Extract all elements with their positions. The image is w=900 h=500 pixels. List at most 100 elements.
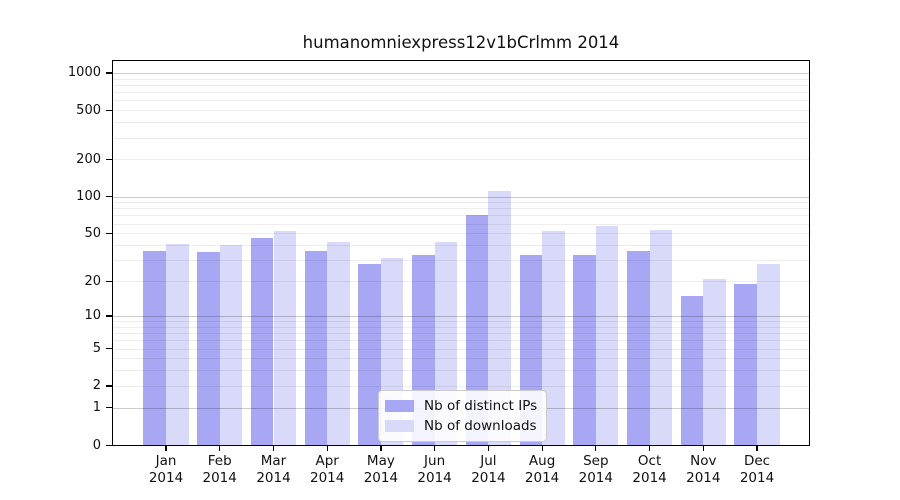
legend-label-distinct-ips: Nb of distinct IPs [424, 398, 538, 414]
y-tick [106, 109, 112, 111]
bar-nb-of-downloads-jul [488, 191, 511, 445]
x-tick [541, 445, 543, 451]
x-tick [380, 445, 382, 451]
y-gridline-minor [113, 208, 809, 210]
y-gridline-minor [113, 385, 809, 387]
x-tick-label-sep: Sep 2014 [578, 453, 613, 486]
y-tick [106, 158, 112, 161]
y-gridline-minor [113, 202, 809, 204]
x-tick-label-oct: Oct 2014 [632, 453, 667, 486]
bar-nb-of-distinct-ips-sep [573, 255, 596, 445]
y-tick-label: 10 [84, 308, 101, 324]
x-tick [595, 445, 597, 451]
y-gridline-major [113, 72, 809, 74]
y-gridline-minor [113, 348, 809, 350]
y-gridline-major [113, 196, 809, 198]
x-tick [756, 445, 758, 451]
x-tick-label-jan: Jan 2014 [148, 453, 184, 486]
x-tick [434, 445, 436, 451]
legend-label-downloads: Nb of downloads [424, 418, 537, 434]
y-tick-label: 0 [92, 437, 101, 453]
y-tick-label: 200 [76, 151, 101, 167]
y-gridline-minor [113, 100, 809, 102]
y-gridline-minor [113, 84, 809, 86]
x-tick-label-feb: Feb 2014 [202, 453, 237, 486]
y-tick-label: 20 [84, 273, 101, 289]
bar-nb-of-downloads-oct [649, 230, 673, 445]
bar-nb-of-downloads-mar [273, 231, 297, 445]
y-tick-label: 5 [92, 341, 101, 356]
y-gridline-minor [113, 223, 809, 225]
distinct-ips-swatch-icon [385, 400, 414, 412]
y-gridline-minor [113, 215, 809, 217]
y-tick [106, 280, 112, 282]
y-tick-label: 1 [92, 400, 101, 416]
y-tick [106, 407, 112, 409]
y-tick-label: 1000 [67, 65, 101, 81]
bar-nb-of-distinct-ips-nov [680, 295, 704, 445]
bar-nb-of-downloads-feb [219, 245, 243, 445]
bar-nb-of-distinct-ips-feb [197, 252, 220, 445]
y-gridline-minor [113, 340, 809, 342]
x-tick-label-may: May 2014 [363, 453, 399, 486]
y-gridline-minor [113, 122, 809, 124]
x-tick [272, 445, 275, 451]
x-tick [649, 445, 651, 451]
y-tick-label: 500 [76, 102, 101, 118]
legend-item-distinct-ips: Nb of distinct IPs [385, 396, 537, 416]
y-tick-label: 100 [76, 189, 101, 204]
y-gridline-minor [113, 358, 809, 360]
bar-nb-of-downloads-jan [166, 243, 189, 445]
y-tick [106, 385, 112, 387]
legend-item-downloads: Nb of downloads [385, 416, 537, 436]
y-gridline-minor [113, 326, 809, 328]
downloads-swatch-icon [385, 420, 414, 432]
x-tick-label-mar: Mar 2014 [256, 453, 291, 486]
plot-area: Nb of distinct IPs Nb of downloads 0 1 2 5 1… [68, 60, 810, 486]
x-tick-label-jun: Jun 2014 [417, 453, 452, 486]
x-tick-label-apr: Apr 2014 [310, 453, 345, 486]
bar-nb-of-distinct-ips-apr [304, 250, 328, 445]
y-tick [106, 444, 112, 446]
x-tick-label-dec: Dec 2014 [739, 453, 775, 486]
legend: Nb of distinct IPs Nb of downloads [378, 390, 548, 442]
y-tick-label: 50 [84, 225, 101, 241]
bar-nb-of-downloads-apr [327, 242, 350, 445]
x-tick [219, 445, 221, 451]
bar-nb-of-distinct-ips-mar [250, 237, 274, 445]
y-gridline-minor [113, 110, 809, 112]
bar-nb-of-downloads-sep [595, 226, 619, 445]
x-tick [326, 445, 328, 451]
x-tick-label-jul: Jul 2014 [471, 453, 506, 486]
chart-title: humanomniexpress12v1bCrlmm 2014 [302, 33, 620, 52]
bar-nb-of-downloads-nov [703, 278, 726, 445]
y-tick [106, 196, 112, 198]
bar-nb-of-distinct-ips-dec [734, 283, 757, 445]
bar-nb-of-distinct-ips-oct [627, 250, 650, 445]
y-gridline-minor [113, 260, 809, 262]
x-tick-label-aug: Aug 2014 [524, 453, 560, 486]
grid-layer [113, 61, 809, 445]
bar-nb-of-downloads-dec [757, 263, 780, 445]
y-tick [106, 348, 112, 350]
x-tick [702, 445, 704, 451]
y-gridline-minor [113, 370, 809, 372]
y-gridline-minor [113, 137, 809, 139]
y-tick [106, 315, 112, 317]
y-tick [106, 232, 112, 235]
y-gridline-major [113, 315, 809, 317]
bar-nb-of-distinct-ips-jul [465, 215, 489, 445]
x-tick-label-nov: Nov 2014 [686, 453, 721, 486]
y-gridline-minor [113, 321, 809, 322]
y-tick-label: 2 [92, 378, 101, 394]
x-tick [487, 445, 490, 451]
y-tick [106, 72, 112, 74]
y-gridline-minor [113, 245, 809, 246]
y-gridline-minor [113, 281, 809, 282]
y-gridline-minor [113, 78, 809, 80]
y-gridline-minor [113, 233, 809, 235]
bar-nb-of-downloads-aug [542, 231, 565, 445]
bar-nb-of-distinct-ips-may [358, 263, 381, 445]
bar-nb-of-distinct-ips-jan [143, 250, 166, 445]
